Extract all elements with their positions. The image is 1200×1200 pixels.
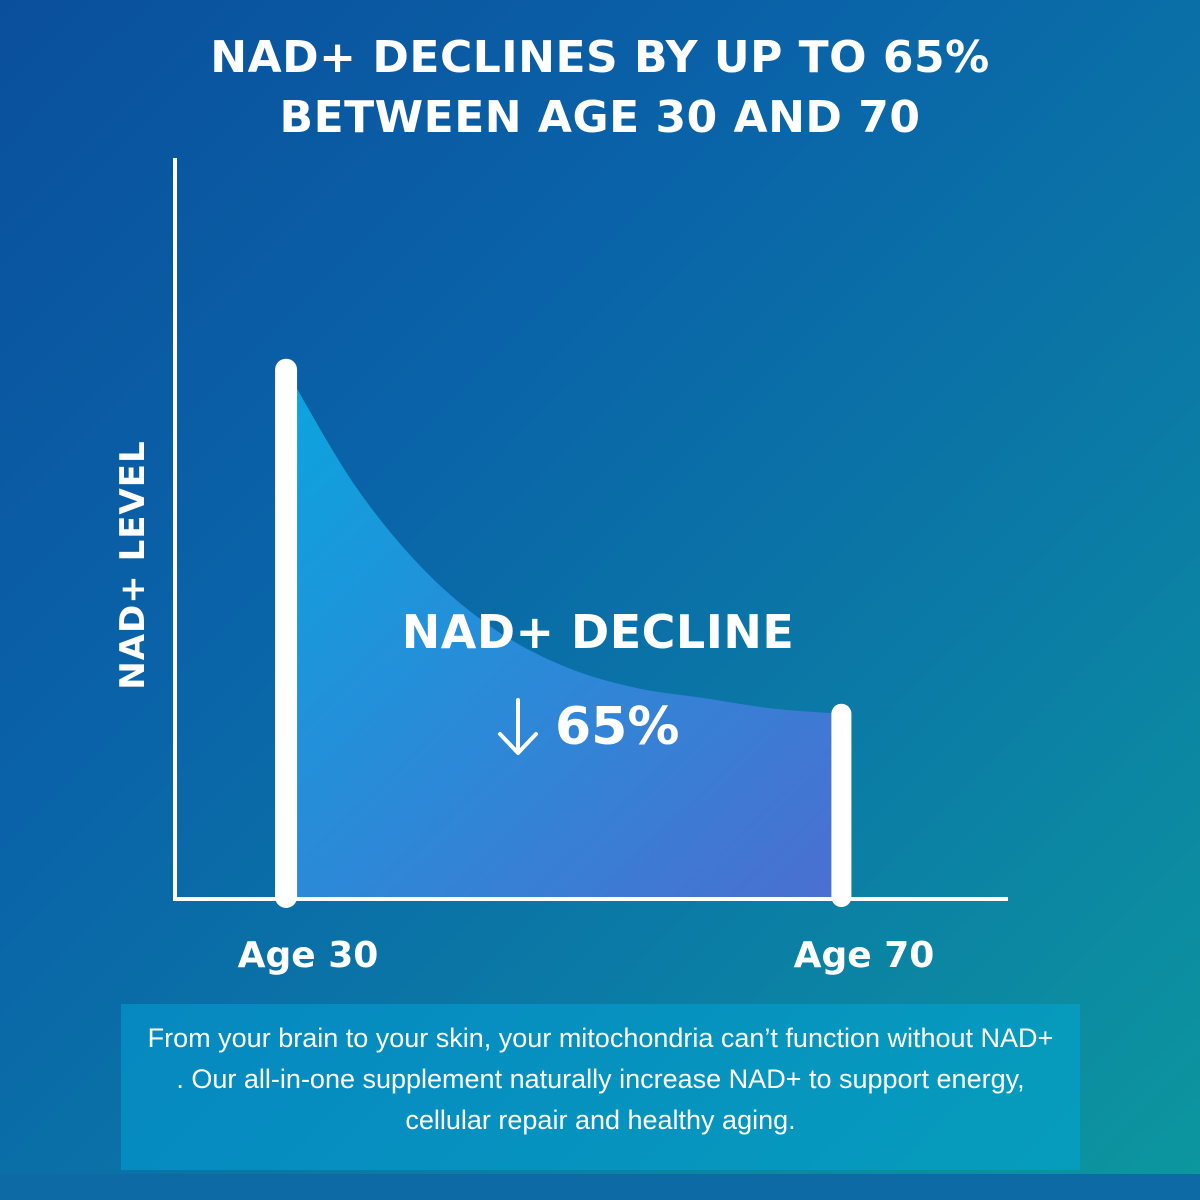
title-line-2: BETWEEN AGE 30 AND 70	[279, 92, 921, 143]
decline-annotation-title: NAD+ DECLINE	[401, 605, 795, 659]
y-axis-label: NAD+ LEVEL	[113, 440, 153, 690]
page-title: NAD+ DECLINES BY UP TO 65% BETWEEN AGE 3…	[0, 28, 1200, 148]
decline-annotation-value-row: 65%	[495, 692, 679, 762]
decline-percent: 65%	[555, 697, 680, 757]
x-tick-label-age-70: Age 70	[793, 935, 935, 976]
title-line-1: NAD+ DECLINES BY UP TO 65%	[210, 32, 990, 83]
decline-area	[286, 369, 842, 899]
x-tick-label-age-30: Age 30	[237, 935, 379, 976]
bottom-strip	[0, 1174, 1200, 1200]
down-arrow-icon	[498, 698, 538, 755]
description-text: From your brain to your skin, your mitoc…	[121, 1004, 1080, 1170]
